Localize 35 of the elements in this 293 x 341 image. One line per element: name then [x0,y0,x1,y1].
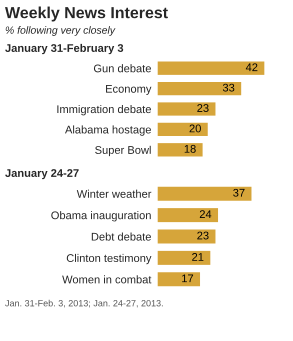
bar [157,100,217,118]
data-label: 33 [222,84,234,92]
text: January 24-27 [5,169,79,180]
text: % following very closely [6,26,116,36]
data-label: 23 [197,232,209,240]
bar [157,121,210,138]
bar [157,270,202,288]
text: Jan. 31-Feb. 3, 2013; Jan. 24-27, 2013. [5,300,163,308]
data-label: 21 [192,253,204,261]
bar [157,60,266,76]
y-tick-label: Obama inauguration [51,211,151,222]
y-tick-label: Winter weather [76,190,152,198]
text: January 31-February 3 [5,44,124,54]
text: Weekly News Interest [5,6,168,22]
bar [157,228,217,245]
bar [157,250,212,266]
y-tick-label: Debt debate [92,232,151,241]
bar [157,185,253,202]
bar [157,80,243,97]
bar [157,142,204,158]
data-label: 23 [197,104,209,112]
y-tick-label: Alabama hostage [64,125,151,136]
data-label: 18 [184,144,196,153]
y-tick-label: Economy [106,84,152,95]
data-label: 42 [246,63,258,72]
y-tick-label: Women in combat [62,275,152,284]
data-label: 37 [233,188,245,197]
data-label: 20 [190,124,201,132]
y-tick-label: Gun debate [94,64,151,72]
bar [157,206,220,224]
y-tick-label: Clinton testimony [66,254,152,264]
data-label: 24 [200,210,212,218]
y-tick-label: Super Bowl [95,146,151,156]
data-label: 17 [182,274,194,282]
y-tick-label: Immigration debate [57,104,151,116]
